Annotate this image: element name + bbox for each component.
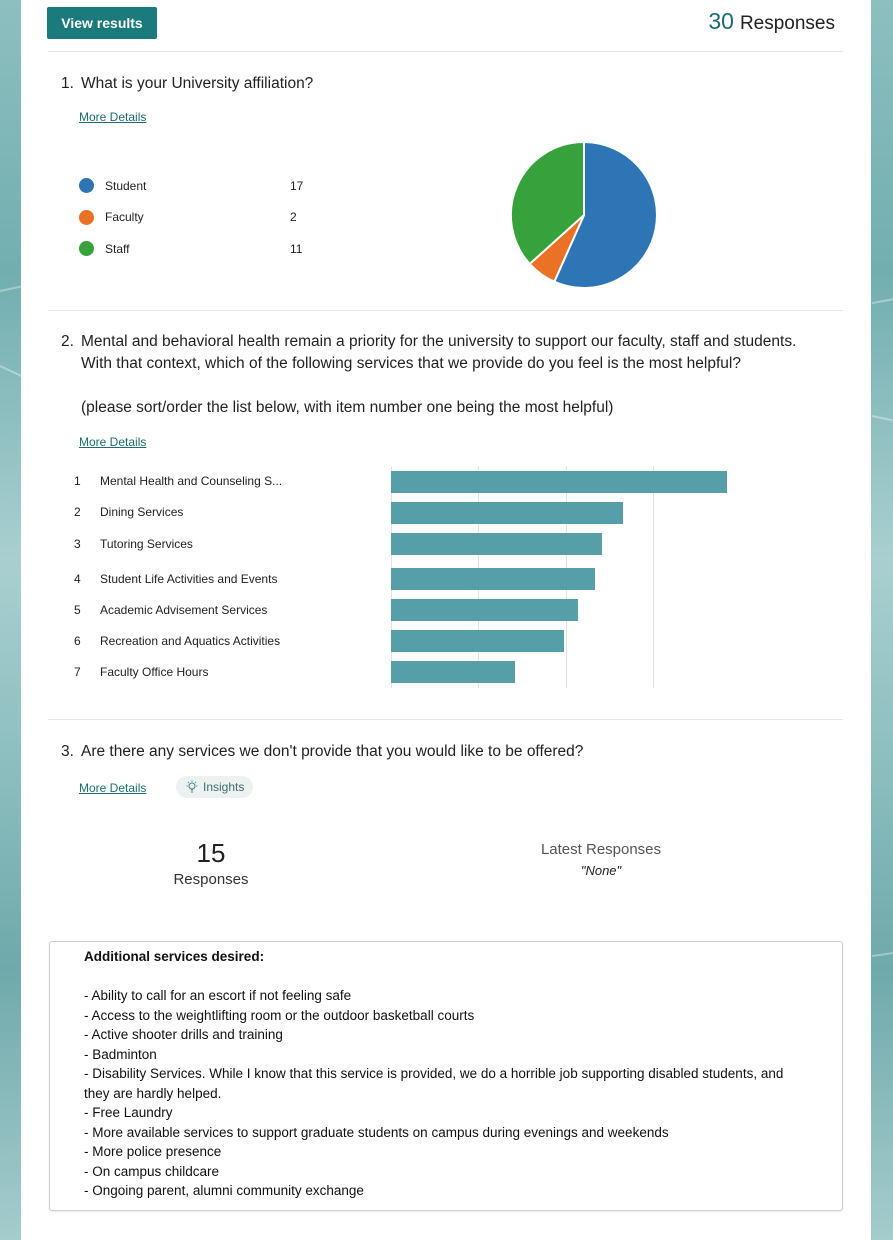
bar-rank-5[interactable] <box>391 599 578 621</box>
insights-button[interactable]: Insights <box>176 776 254 798</box>
divider <box>48 51 843 52</box>
gridline <box>653 466 654 688</box>
pie-legend: Student 17 Faculty 2 Staff 11 <box>79 170 339 265</box>
more-details-link-q1[interactable]: More Details <box>79 110 147 124</box>
staff-color-dot <box>79 241 94 257</box>
legend-item-student: Student 17 <box>79 170 339 202</box>
list-item: - Disability Services. While I know that… <box>84 1066 784 1101</box>
additional-services-box: Additional services desired: - Ability t… <box>49 941 843 1211</box>
rank-item: 1 Mental Health and Counseling S... <box>74 474 283 488</box>
box-heading: Additional services desired: <box>84 949 265 964</box>
rank-item: 2 Dining Services <box>74 505 184 519</box>
response-count-number: 30 <box>708 8 734 34</box>
list-item: - Active shooter drills and training <box>84 1027 283 1042</box>
divider <box>48 310 843 311</box>
faculty-color-dot <box>79 209 94 225</box>
list-item: - Ability to call for an escort if not f… <box>84 988 352 1003</box>
question-2-title: 2. Mental and behavioral health remain a … <box>61 333 797 416</box>
rank-item: 3 Tutoring Services <box>74 537 193 551</box>
services-list: - Ability to call for an escort if not f… <box>84 986 804 1201</box>
affiliation-pie-chart <box>510 141 658 289</box>
list-item: - More available services to support gra… <box>84 1124 669 1140</box>
list-item: - Ongoing parent, alumni community excha… <box>84 1183 364 1198</box>
bar-rank-2[interactable] <box>391 502 623 524</box>
bar-rank-7[interactable] <box>391 661 515 683</box>
more-details-link-q2[interactable]: More Details <box>79 435 147 449</box>
bar-rank-4[interactable] <box>391 568 595 590</box>
divider <box>48 719 843 720</box>
view-results-button[interactable]: View results <box>47 7 157 39</box>
question-3-title: 3. Are there any services we don't provid… <box>61 743 584 760</box>
more-details-link-q3[interactable]: More Details <box>79 781 147 795</box>
question-1-title: 1. What is your University affiliation? <box>61 75 314 92</box>
rank-item: 4 Student Life Activities and Events <box>74 572 278 586</box>
lightbulb-icon <box>186 780 198 793</box>
pie-slice-student[interactable] <box>552 141 658 289</box>
legend-item-staff: Staff 11 <box>79 233 339 265</box>
list-item: - More police presence <box>84 1144 222 1159</box>
legend-item-faculty: Faculty 2 <box>79 202 339 234</box>
list-item: - On campus childcare <box>84 1163 220 1179</box>
background-decoration <box>871 951 893 957</box>
background-decoration <box>871 415 893 423</box>
list-item: - Badminton <box>84 1046 157 1062</box>
q3-response-count: 15 Responses <box>173 838 249 888</box>
list-item: - Free Laundry <box>84 1105 173 1120</box>
ranking-bar-chart <box>391 466 791 688</box>
total-responses: 30 Responses <box>708 8 835 35</box>
results-panel: View results 30 Responses 1. What is your… <box>21 0 871 1240</box>
latest-response-value[interactable]: "None" <box>580 863 622 878</box>
rank-item: 6 Recreation and Aquatics Activities <box>74 634 281 648</box>
rank-item: 7 Faculty Office Hours <box>74 665 209 679</box>
list-item: - Access to the weightlifting room or th… <box>84 1007 475 1023</box>
rank-item: 5 Academic Advisement Services <box>74 603 268 617</box>
latest-responses: Latest Responses "None" <box>501 841 701 878</box>
response-count-label: Responses <box>739 13 835 34</box>
bar-rank-3[interactable] <box>391 533 602 555</box>
bar-rank-6[interactable] <box>391 630 564 652</box>
pie-slice-staff[interactable] <box>510 141 585 266</box>
student-color-dot <box>79 178 94 194</box>
background-decoration <box>871 297 893 304</box>
bar-rank-1[interactable] <box>391 471 727 493</box>
